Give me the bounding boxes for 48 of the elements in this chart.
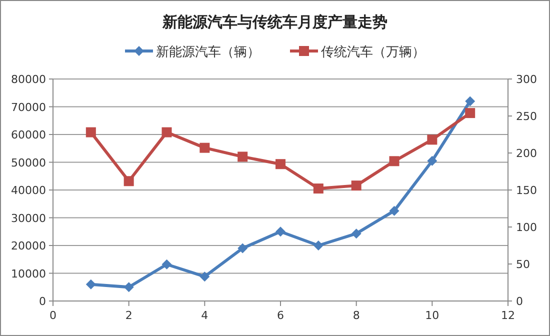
y2-tick-label: 0 bbox=[516, 295, 523, 308]
x-tick-label: 2 bbox=[125, 309, 132, 322]
point bbox=[276, 159, 286, 170]
point bbox=[124, 282, 134, 292]
y-tick-label: 10000 bbox=[11, 267, 46, 280]
point bbox=[427, 134, 438, 145]
point bbox=[86, 279, 96, 290]
point bbox=[313, 240, 324, 250]
y-tick-label: 30000 bbox=[11, 212, 46, 225]
point bbox=[313, 184, 324, 194]
legend-label: 新能源汽车（辆） bbox=[156, 45, 260, 60]
legend-label: 传统汽车（万辆） bbox=[321, 45, 425, 60]
x-tick-label: 0 bbox=[50, 309, 56, 322]
point bbox=[238, 243, 248, 254]
point bbox=[276, 226, 286, 237]
point bbox=[124, 176, 134, 186]
y2-tick-label: 150 bbox=[516, 184, 537, 197]
y-tick-label: 70000 bbox=[11, 100, 46, 114]
y-tick-label: 0 bbox=[39, 295, 46, 308]
point bbox=[351, 180, 362, 191]
point bbox=[200, 272, 210, 282]
point bbox=[389, 206, 400, 216]
point bbox=[465, 108, 476, 118]
y2-tick-label: 100 bbox=[516, 221, 537, 234]
point bbox=[465, 96, 476, 106]
point bbox=[389, 156, 400, 166]
point bbox=[238, 152, 248, 162]
point bbox=[86, 127, 96, 138]
y2-tick-label: 250 bbox=[516, 110, 537, 123]
x-tick-label: 4 bbox=[201, 309, 208, 322]
x-tick-label: 8 bbox=[352, 309, 360, 322]
y-tick-label: 20000 bbox=[11, 240, 46, 252]
x-tick-label: 6 bbox=[277, 309, 284, 322]
x-tick-label: 10 bbox=[425, 309, 440, 322]
y2-tick-label: 300 bbox=[516, 73, 537, 86]
y2-tick-label: 200 bbox=[516, 147, 537, 160]
point bbox=[162, 127, 172, 138]
point bbox=[427, 156, 438, 166]
y-tick-label: 80000 bbox=[11, 73, 46, 86]
y-tick-label: 40000 bbox=[11, 184, 46, 197]
chart-title: 新能源汽车与传统车月度产量走势 bbox=[162, 13, 388, 31]
y-tick-label: 50000 bbox=[11, 156, 46, 170]
point bbox=[162, 259, 172, 270]
y-tick-label: 60000 bbox=[11, 128, 46, 142]
y2-tick-label: 50 bbox=[516, 258, 530, 271]
point bbox=[200, 142, 210, 153]
x-tick-label: 12 bbox=[501, 309, 515, 322]
point bbox=[351, 228, 362, 239]
